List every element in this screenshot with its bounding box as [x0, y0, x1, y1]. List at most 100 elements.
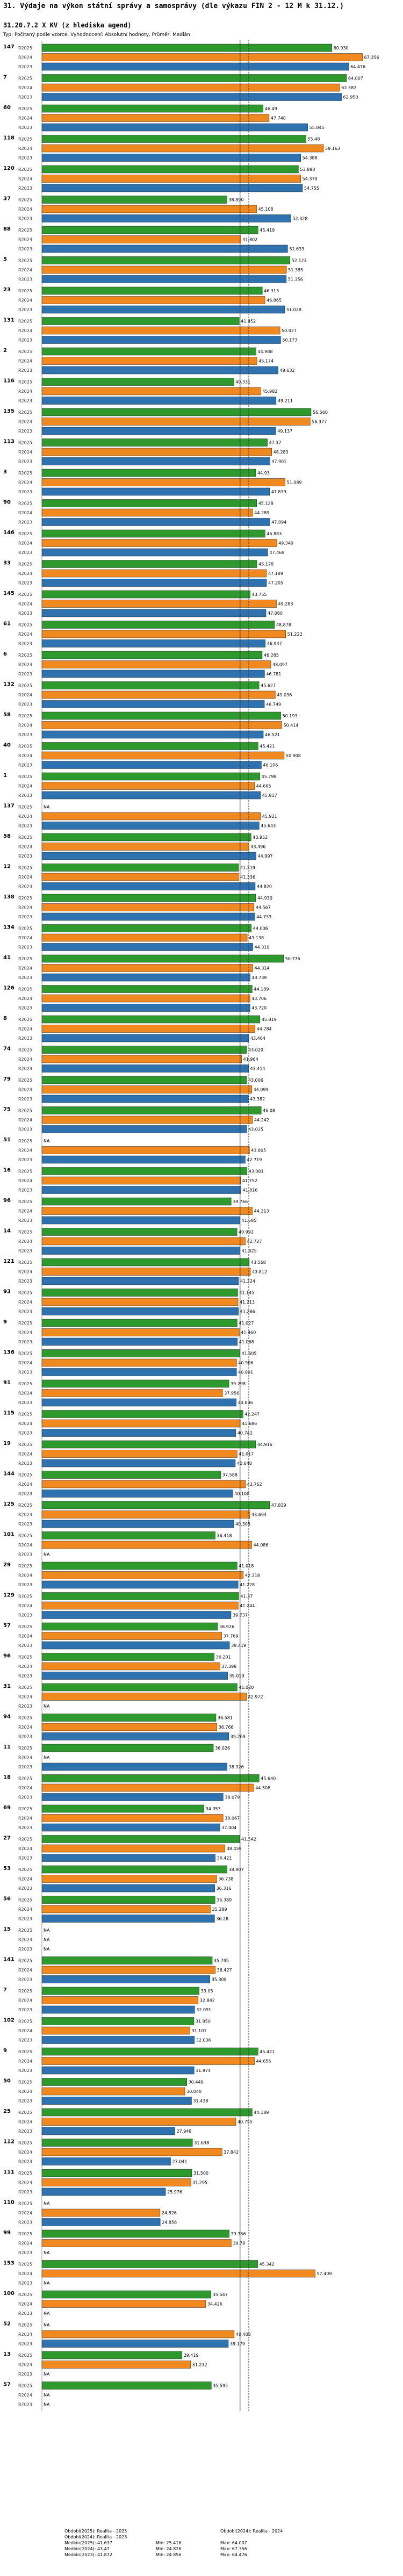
series-label: R2023 — [18, 1036, 32, 1041]
series-label: R2025 — [18, 1776, 32, 1781]
group-label: 135 — [3, 408, 15, 414]
data-label: 37.404 — [221, 1825, 236, 1830]
data-label: 47.189 — [268, 571, 283, 576]
bar — [41, 1046, 247, 1054]
bar — [41, 2229, 229, 2238]
bar — [41, 499, 257, 507]
data-label: 38.067 — [225, 1816, 240, 1821]
bar — [41, 1875, 217, 1883]
data-label: 31.438 — [193, 2099, 208, 2104]
series-label: R2023 — [18, 1249, 32, 1254]
bar — [41, 1064, 249, 1073]
data-label: 52.123 — [292, 258, 307, 263]
series-label: R2024 — [18, 1239, 32, 1244]
data-label: NA — [44, 2281, 50, 2286]
bar — [41, 62, 349, 71]
group-label: 129 — [3, 1593, 15, 1599]
data-label: NA — [44, 2393, 50, 2398]
series-label: R2023 — [18, 1795, 32, 1800]
bar — [41, 751, 285, 760]
bar — [41, 1258, 250, 1267]
data-label: 55.48 — [307, 137, 320, 142]
data-label: 31.950 — [196, 2019, 211, 2024]
series-label: R2023 — [18, 1218, 32, 1223]
data-label: 50.173 — [282, 338, 297, 343]
bar — [41, 2260, 258, 2268]
bar — [41, 226, 258, 234]
bar — [41, 469, 256, 477]
data-label: 29.419 — [184, 2353, 199, 2358]
legend-min-2023: Min: 24.856 — [156, 2552, 182, 2557]
series-label: R2023 — [18, 1643, 32, 1648]
group-label: 1 — [3, 773, 7, 779]
bar — [41, 1541, 252, 1549]
bar — [41, 1987, 199, 1995]
bar — [41, 1155, 246, 1164]
group-label: 40 — [3, 743, 11, 749]
bar — [41, 104, 264, 113]
bar — [41, 1804, 204, 1813]
data-label: 36.316 — [217, 1886, 232, 1891]
data-label: 46.865 — [267, 298, 282, 303]
data-label: 34.053 — [206, 1807, 221, 1811]
bar — [41, 235, 241, 243]
series-label: R2023 — [18, 1067, 32, 1071]
data-label: 54.379 — [303, 177, 318, 182]
data-label: 41.336 — [240, 875, 255, 880]
data-label: 47.205 — [268, 581, 283, 586]
data-label: 47.839 — [271, 490, 286, 494]
data-label: 45.982 — [262, 389, 277, 394]
group-label: 74 — [3, 1046, 11, 1052]
bar — [41, 1368, 237, 1376]
series-label: R2023 — [18, 2311, 32, 2316]
group-label: 5 — [3, 257, 7, 263]
bar — [41, 1975, 210, 1983]
data-label: 46.49 — [265, 106, 277, 111]
series-label: R2024 — [18, 1846, 32, 1851]
bar — [41, 1247, 240, 1255]
data-label: NA — [44, 1938, 50, 1942]
series-label: R2024 — [18, 753, 32, 758]
series-label: R2025 — [18, 623, 32, 628]
group-label: 8 — [3, 1016, 7, 1021]
series-label: R2024 — [18, 2271, 32, 2276]
data-label: 47.37 — [269, 441, 282, 445]
series-label: R2023 — [18, 125, 32, 130]
series-label: R2024 — [18, 1482, 32, 1487]
data-label: 37.956 — [224, 1391, 239, 1396]
bar — [41, 478, 285, 486]
bar — [41, 2087, 185, 2096]
bar — [41, 1389, 223, 1397]
group-label: 52 — [3, 2321, 11, 2327]
series-label: R2024 — [18, 298, 32, 303]
series-label: R2023 — [18, 1492, 32, 1496]
group-label: 31 — [3, 1683, 11, 1689]
bar — [41, 1480, 246, 1488]
data-label: 43.812 — [252, 1270, 267, 1275]
series-label: R2023 — [18, 277, 32, 282]
bar — [41, 296, 265, 304]
bar — [41, 1683, 238, 1692]
data-label: 41.37 — [240, 1594, 253, 1599]
data-label: 50.908 — [286, 753, 301, 758]
series-label: R2024 — [18, 2028, 32, 2033]
bar — [41, 1450, 238, 1458]
series-label: R2023 — [18, 2342, 32, 2347]
bar — [41, 347, 256, 356]
data-label: 56.560 — [313, 410, 328, 415]
series-label: R2024 — [18, 1391, 32, 1396]
bar — [41, 1237, 246, 1246]
data-label: 46.883 — [267, 531, 282, 536]
bar — [41, 690, 276, 699]
bar — [41, 256, 290, 264]
series-label: R2025 — [18, 1169, 32, 1174]
group-label: 144 — [3, 1471, 15, 1477]
series-label: R2024 — [18, 1027, 32, 1032]
data-label: 57.409 — [316, 2271, 332, 2276]
series-label: R2025 — [18, 774, 32, 779]
bar — [41, 1580, 239, 1589]
legend-median-2024: Medián(2024): 43.47 — [64, 2546, 110, 2551]
group-label: 12 — [3, 864, 11, 870]
data-label: 36.427 — [217, 1968, 232, 1973]
bar — [41, 609, 267, 617]
